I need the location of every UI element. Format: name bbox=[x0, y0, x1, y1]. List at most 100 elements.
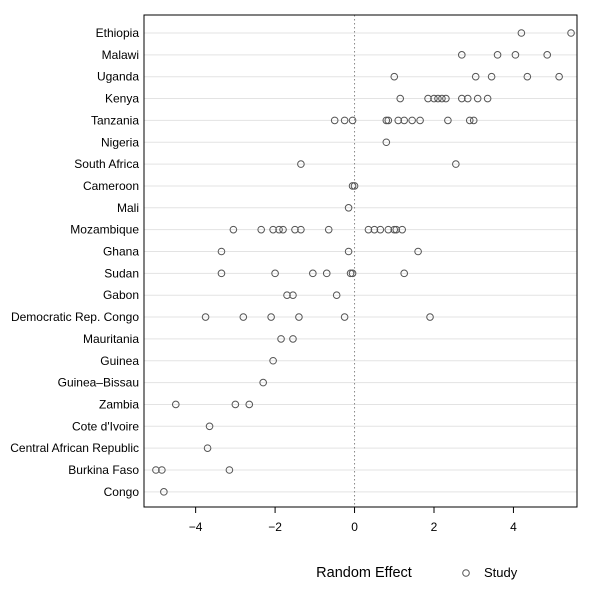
gridlines bbox=[144, 32, 577, 493]
legend-marker bbox=[462, 569, 470, 577]
x-tick-label: 4 bbox=[510, 520, 517, 534]
data-point bbox=[245, 400, 254, 409]
data-point bbox=[469, 116, 478, 125]
data-point bbox=[471, 72, 480, 81]
legend-label: Study bbox=[484, 565, 518, 580]
data-point bbox=[424, 94, 432, 103]
plot-frame bbox=[143, 14, 578, 508]
data-point bbox=[442, 94, 450, 103]
category-label: Burkina Faso bbox=[68, 463, 139, 477]
x-tick-label: −4 bbox=[189, 520, 203, 534]
data-point bbox=[430, 94, 438, 103]
data-point bbox=[203, 444, 212, 452]
category-label: Mauritania bbox=[83, 332, 139, 346]
data-point bbox=[269, 225, 277, 234]
data-point bbox=[171, 400, 180, 409]
data-point bbox=[348, 182, 357, 190]
data-point bbox=[434, 94, 442, 103]
data-point bbox=[217, 269, 226, 278]
data-point bbox=[394, 116, 403, 125]
x-tick-label: −2 bbox=[268, 520, 282, 534]
data-point bbox=[225, 466, 234, 474]
data-point bbox=[523, 72, 532, 81]
data-point bbox=[267, 313, 275, 321]
category-label: Tanzania bbox=[91, 113, 139, 127]
category-label: Sudan bbox=[104, 266, 139, 280]
legend: Study bbox=[462, 565, 518, 580]
data-point bbox=[463, 94, 472, 103]
data-point bbox=[289, 291, 297, 300]
category-label: Democratic Rep. Congo bbox=[11, 310, 139, 324]
data-point bbox=[257, 225, 265, 234]
data-point bbox=[438, 94, 446, 103]
data-point bbox=[348, 116, 357, 125]
data-point bbox=[376, 225, 385, 234]
data-point bbox=[279, 225, 287, 234]
data-point bbox=[517, 29, 526, 37]
data-point bbox=[229, 225, 238, 234]
category-label: Cote d'Ivoire bbox=[72, 419, 139, 433]
category-label: Kenya bbox=[105, 92, 139, 106]
data-point bbox=[473, 94, 482, 103]
data-point bbox=[297, 225, 305, 234]
category-label: Ghana bbox=[103, 245, 139, 259]
category-labels: Ethiopia Malawi Uganda Kenya Tanzania Nigeria… bbox=[10, 26, 139, 499]
x-axis: −4 −2 0 2 4 bbox=[189, 507, 517, 534]
data-point bbox=[384, 225, 393, 234]
data-point bbox=[400, 116, 408, 125]
data-point bbox=[487, 72, 496, 81]
data-point bbox=[289, 335, 297, 343]
category-label: Guinea bbox=[100, 354, 139, 368]
data-point bbox=[567, 29, 575, 37]
data-point bbox=[392, 225, 401, 234]
category-label: Congo bbox=[104, 485, 140, 499]
data-point bbox=[457, 51, 466, 59]
data-point bbox=[398, 225, 407, 234]
data-point bbox=[400, 269, 408, 278]
data-point bbox=[370, 225, 379, 234]
category-label: Gabon bbox=[103, 288, 139, 302]
category-label: Malawi bbox=[102, 48, 139, 62]
data-point bbox=[283, 291, 291, 300]
data-point bbox=[364, 225, 373, 234]
data-point bbox=[231, 400, 240, 409]
data-point bbox=[330, 116, 339, 125]
data-point bbox=[390, 225, 399, 234]
data-points bbox=[152, 29, 575, 496]
data-point bbox=[275, 225, 283, 234]
data-point bbox=[297, 160, 305, 168]
data-point bbox=[416, 116, 424, 125]
data-point bbox=[426, 313, 434, 321]
data-point bbox=[152, 466, 160, 474]
data-point bbox=[444, 116, 452, 125]
data-point bbox=[259, 378, 267, 387]
x-axis-title: Random Effect bbox=[316, 565, 412, 581]
data-point bbox=[277, 335, 285, 343]
data-point bbox=[309, 269, 317, 278]
data-point bbox=[390, 72, 399, 81]
data-point bbox=[493, 51, 502, 59]
data-point bbox=[384, 116, 393, 125]
data-point bbox=[158, 466, 166, 474]
data-point bbox=[408, 116, 416, 125]
data-point bbox=[555, 72, 563, 81]
data-point bbox=[414, 247, 422, 256]
data-point bbox=[457, 94, 466, 103]
category-label: Cameroon bbox=[83, 179, 139, 193]
data-point bbox=[382, 138, 391, 147]
data-point bbox=[344, 204, 353, 212]
data-point bbox=[332, 291, 341, 300]
data-point bbox=[483, 94, 492, 103]
data-point bbox=[382, 116, 391, 125]
data-point bbox=[340, 313, 349, 321]
category-label: Uganda bbox=[97, 70, 139, 84]
data-point bbox=[511, 51, 520, 59]
data-point bbox=[396, 94, 405, 103]
data-point bbox=[217, 247, 226, 256]
data-point bbox=[205, 422, 214, 431]
data-point bbox=[322, 269, 331, 278]
x-tick-label: 2 bbox=[431, 520, 438, 534]
category-label: South Africa bbox=[74, 157, 139, 171]
data-point bbox=[465, 116, 474, 125]
data-point bbox=[271, 269, 279, 278]
